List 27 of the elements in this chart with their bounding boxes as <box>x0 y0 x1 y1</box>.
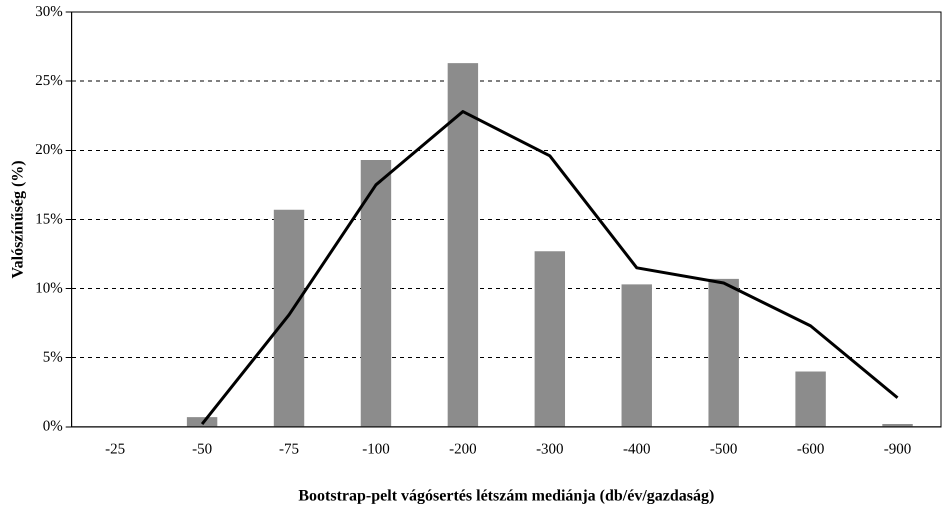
bar <box>534 251 566 426</box>
x-tick-label: -600 <box>796 442 824 458</box>
y-axis-title: Valószínűség (%) <box>10 160 27 278</box>
x-axis-title: Bootstrap-pelt vágósertés létszám mediánja (db/év/gazdaság) <box>298 488 714 505</box>
bar <box>448 63 478 426</box>
y-tick-label: 15% <box>35 211 63 228</box>
bar <box>795 371 826 426</box>
x-tick-label: -100 <box>362 442 390 458</box>
bar <box>186 417 218 426</box>
y-tick-label: 20% <box>35 142 63 158</box>
x-tick-label: -900 <box>884 442 912 458</box>
y-tick-label: 25% <box>35 73 63 90</box>
y-tick-label: 0% <box>42 418 63 435</box>
x-tick-label: -400 <box>622 442 650 458</box>
y-tick-label: 5% <box>42 350 63 366</box>
bar <box>274 210 304 426</box>
bar <box>622 284 652 426</box>
bar <box>360 160 392 426</box>
x-tick-label: -75 <box>279 442 300 458</box>
x-tick-label: -300 <box>536 442 564 458</box>
y-tick-label: 10% <box>35 280 63 296</box>
x-tick-label: -200 <box>449 442 477 458</box>
x-tick-label: -500 <box>710 442 738 458</box>
y-tick-label: 30% <box>35 4 63 20</box>
x-tick-label: -50 <box>192 442 212 458</box>
x-tick-label: -25 <box>105 442 126 458</box>
bar <box>708 278 739 426</box>
